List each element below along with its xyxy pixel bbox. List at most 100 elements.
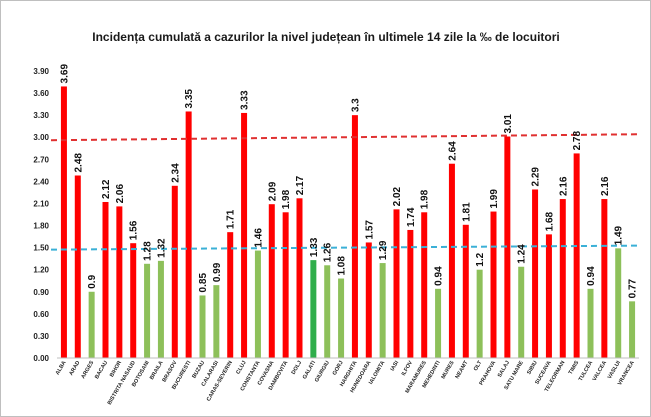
bar [532, 189, 539, 358]
bar [185, 111, 192, 358]
data-label: 1.32 [156, 238, 167, 258]
bar [116, 206, 123, 358]
bar [462, 224, 469, 358]
data-label: 1.74 [406, 207, 417, 227]
x-tick-label: SIBIU [526, 360, 539, 376]
bar [241, 112, 248, 358]
data-label: 3.33 [240, 90, 251, 110]
data-label: 1.33 [309, 237, 320, 257]
data-labels: 3.69 2.48 0.9 2.12 2.06 1.561.28 1.32 2.34 3.35 0… [59, 64, 638, 299]
bar [227, 232, 234, 358]
x-tick-label: BIHOR [109, 360, 123, 378]
bar [573, 153, 580, 358]
bar [74, 175, 81, 358]
y-tick-label: 1.20 [33, 266, 49, 275]
data-label: 1.28 [143, 241, 154, 261]
y-tick-label: 0.60 [33, 310, 49, 319]
y-tick-label: 3.30 [33, 111, 49, 120]
data-label: 2.29 [531, 167, 542, 187]
bar [518, 266, 525, 358]
data-label: 1.2 [475, 252, 486, 266]
y-tick-label: 0.90 [33, 288, 49, 297]
y-tick-label: 0.00 [33, 354, 49, 363]
data-label: 0.85 [198, 273, 209, 293]
data-label: 2.02 [392, 186, 403, 206]
y-tick-label: 1.80 [33, 222, 49, 231]
y-tick-label: 3.60 [33, 89, 49, 98]
bar [448, 163, 455, 358]
x-tick-label: DOLJ [291, 360, 304, 376]
bar [338, 278, 345, 358]
bar [435, 288, 442, 358]
data-label: 1.46 [253, 228, 264, 248]
x-tick-label: BUZAU [191, 360, 206, 380]
bar [254, 250, 261, 358]
data-label: 3.3 [350, 98, 361, 112]
x-tick-label: SALAJ [497, 360, 511, 379]
x-tick-label: NEAMT [455, 359, 470, 379]
bar [130, 243, 137, 358]
bar [88, 291, 95, 358]
data-label: 3.01 [503, 114, 514, 134]
data-label: 2.34 [170, 163, 181, 183]
data-label: 2.48 [73, 153, 84, 173]
data-label: 2.64 [447, 141, 458, 161]
data-label: 1.81 [461, 202, 472, 222]
x-tick-label: ILFOV [401, 360, 414, 377]
bar [199, 295, 206, 358]
data-label: 0.94 [586, 266, 597, 286]
bar [351, 115, 358, 359]
data-label: 2.16 [600, 176, 611, 196]
x-tick-label: TIMIS [568, 360, 581, 376]
bar [476, 269, 483, 358]
data-label: 2.12 [101, 179, 112, 199]
data-label: 1.08 [337, 256, 348, 276]
y-tick-label: 3.90 [33, 67, 49, 76]
x-tick-label: CLUJ [235, 360, 247, 375]
reference-lines [50, 133, 640, 251]
x-tick-label: ALBA [55, 360, 68, 376]
y-axis: 0.00 0.30 0.60 0.90 1.20 1.50 1.80 2.10 2.40 2.70… [33, 67, 49, 363]
data-label: 0.9 [87, 274, 98, 288]
data-label: 3.69 [59, 64, 70, 84]
reference-line-blue [50, 244, 640, 251]
data-label: 2.09 [267, 181, 278, 201]
data-label: 2.78 [572, 131, 583, 151]
bar [310, 260, 317, 358]
data-label: 1.26 [323, 242, 334, 262]
bar [268, 204, 275, 358]
bar [282, 212, 289, 358]
data-label: 1.98 [420, 189, 431, 209]
data-label: 1.57 [364, 220, 375, 240]
data-label: 3.35 [184, 89, 195, 109]
bar [545, 234, 552, 358]
bar [393, 209, 400, 358]
data-label: 0.94 [434, 266, 445, 286]
bar [559, 199, 566, 358]
y-tick-label: 2.40 [33, 177, 49, 186]
y-tick-label: 1.50 [33, 244, 49, 253]
bar [601, 199, 608, 358]
data-label: 1.24 [517, 244, 528, 264]
bar [407, 229, 414, 358]
bar [504, 136, 511, 358]
bar [490, 211, 497, 358]
bar [102, 201, 109, 358]
bar [157, 260, 164, 358]
bar [615, 248, 622, 358]
y-tick-label: 2.70 [33, 155, 49, 164]
x-tick-label: OLT [473, 359, 484, 372]
data-label: 2.16 [558, 176, 569, 196]
bars-group [60, 86, 636, 359]
bar [144, 263, 151, 358]
reference-line-red [50, 133, 640, 142]
data-label: 0.99 [212, 262, 223, 282]
data-label: 2.06 [115, 184, 126, 204]
data-label: 1.68 [544, 211, 555, 231]
y-tick-label: 0.30 [33, 332, 49, 341]
bar [365, 242, 372, 358]
bar [324, 265, 331, 358]
bar [171, 185, 178, 358]
bar [629, 301, 636, 358]
